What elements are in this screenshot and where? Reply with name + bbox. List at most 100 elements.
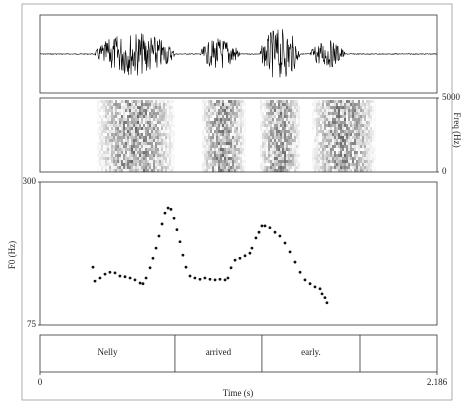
spectrogram-cell (286, 118, 288, 121)
spectrogram-cell (151, 103, 153, 106)
spectrogram-cell (169, 169, 171, 172)
spectrogram-cell (360, 106, 362, 109)
spectrogram-cell (284, 109, 286, 112)
spectrogram-cell (143, 112, 145, 115)
f0-point (238, 256, 242, 260)
spectrogram-cell (226, 139, 228, 142)
spectrogram-cell (296, 166, 298, 169)
spectrogram-cell (294, 124, 296, 127)
spectrogram-cell (111, 169, 113, 172)
spectrogram-cell (139, 112, 141, 115)
spectrogram-cell (292, 112, 294, 115)
spectrogram-cell (214, 148, 216, 151)
spectrogram-cell (264, 127, 266, 130)
spectrogram-cell (366, 127, 368, 130)
spectrogram-cell (362, 166, 364, 169)
spectrogram-cell (95, 139, 97, 142)
spectrogram-cell (163, 160, 165, 163)
spectrogram-cell (143, 109, 145, 112)
spectrogram-cell (358, 106, 360, 109)
spectrogram-cell (117, 112, 119, 115)
spectrogram-cell (282, 112, 284, 115)
spectrogram-cell (348, 100, 350, 103)
spectrogram-cell (111, 163, 113, 166)
spectrogram-cell (350, 157, 352, 160)
spectrogram-cell (95, 109, 97, 112)
spectrogram-cell (202, 154, 204, 157)
spectrogram-cell (322, 124, 324, 127)
spectrogram-cell (322, 142, 324, 145)
spectrogram-cell (228, 109, 230, 112)
spectrogram-cell (111, 118, 113, 121)
spectrogram-cell (372, 160, 374, 163)
spectrogram-cell (161, 103, 163, 106)
spectrogram-cell (157, 121, 159, 124)
spectrogram-cell (210, 169, 212, 172)
f0-point (293, 260, 297, 264)
spectrogram-cell (157, 118, 159, 121)
spectrogram-cell (95, 148, 97, 151)
f0-frame (39, 181, 438, 326)
spectrogram-cell (135, 154, 137, 157)
spectrogram-cell (222, 142, 224, 145)
spectrogram-cell (234, 100, 236, 103)
spectrogram-cell (310, 133, 312, 136)
spectrogram-cell (97, 136, 99, 139)
spectrogram-cell (320, 163, 322, 166)
spectrogram-cell (200, 100, 202, 103)
spectrogram-cell (334, 103, 336, 106)
spectrogram-cell (230, 106, 232, 109)
spectrogram-cell (236, 169, 238, 172)
spectrogram-cell (119, 163, 121, 166)
spectrogram-cell (316, 151, 318, 154)
spectrogram-cell (234, 127, 236, 130)
spectrogram-cell (274, 157, 276, 160)
spectrogram-cell (161, 151, 163, 154)
spectrogram-cell (356, 127, 358, 130)
spectrogram-cell (99, 145, 101, 148)
spectrogram-cell (121, 145, 123, 148)
spectrogram-cell (161, 118, 163, 121)
spectrogram-cell (117, 151, 119, 154)
spectrogram-cell (236, 154, 238, 157)
spectrogram-cell (220, 151, 222, 154)
spectrogram-cell (105, 118, 107, 121)
spectrogram-cell (352, 124, 354, 127)
spectrogram-cell (338, 142, 340, 145)
spectrogram-cell (141, 133, 143, 136)
spectrogram-cell (346, 112, 348, 115)
spectrogram-cell (216, 118, 218, 121)
spectrogram-cell (127, 133, 129, 136)
spectrogram-cell (143, 115, 145, 118)
spectrogram-cell (137, 118, 139, 121)
spectrogram-cell (206, 151, 208, 154)
spectrogram-cell (372, 100, 374, 103)
spectrogram-cell (232, 109, 234, 112)
spectrogram-cell (364, 118, 366, 121)
spectrogram-cell (288, 157, 290, 160)
spectrogram-cell (314, 163, 316, 166)
spectrogram-cell (155, 145, 157, 148)
spectrogram-cell (360, 127, 362, 130)
spectrogram-cell (310, 157, 312, 160)
spectrogram-cell (232, 124, 234, 127)
spectrogram-cell (352, 103, 354, 106)
spectrogram-cell (236, 127, 238, 130)
spectrogram-cell (141, 127, 143, 130)
spectrogram-cell (131, 112, 133, 115)
spectrogram-cell (153, 151, 155, 154)
spectrogram-cell (368, 115, 370, 118)
spectrogram-cell (226, 106, 228, 109)
spectrogram-cell (143, 106, 145, 109)
spectrogram-cell (145, 151, 147, 154)
spectrogram-cell (204, 133, 206, 136)
spectrogram-cell (165, 127, 167, 130)
spectrogram-cell (204, 118, 206, 121)
spectrogram-cell (272, 166, 274, 169)
spectrogram-cell (135, 160, 137, 163)
spectrogram-cell (284, 163, 286, 166)
spectrogram-cell (101, 109, 103, 112)
spectrogram-cell (141, 145, 143, 148)
spectrogram-cell (316, 154, 318, 157)
spectrogram-cell (123, 100, 125, 103)
